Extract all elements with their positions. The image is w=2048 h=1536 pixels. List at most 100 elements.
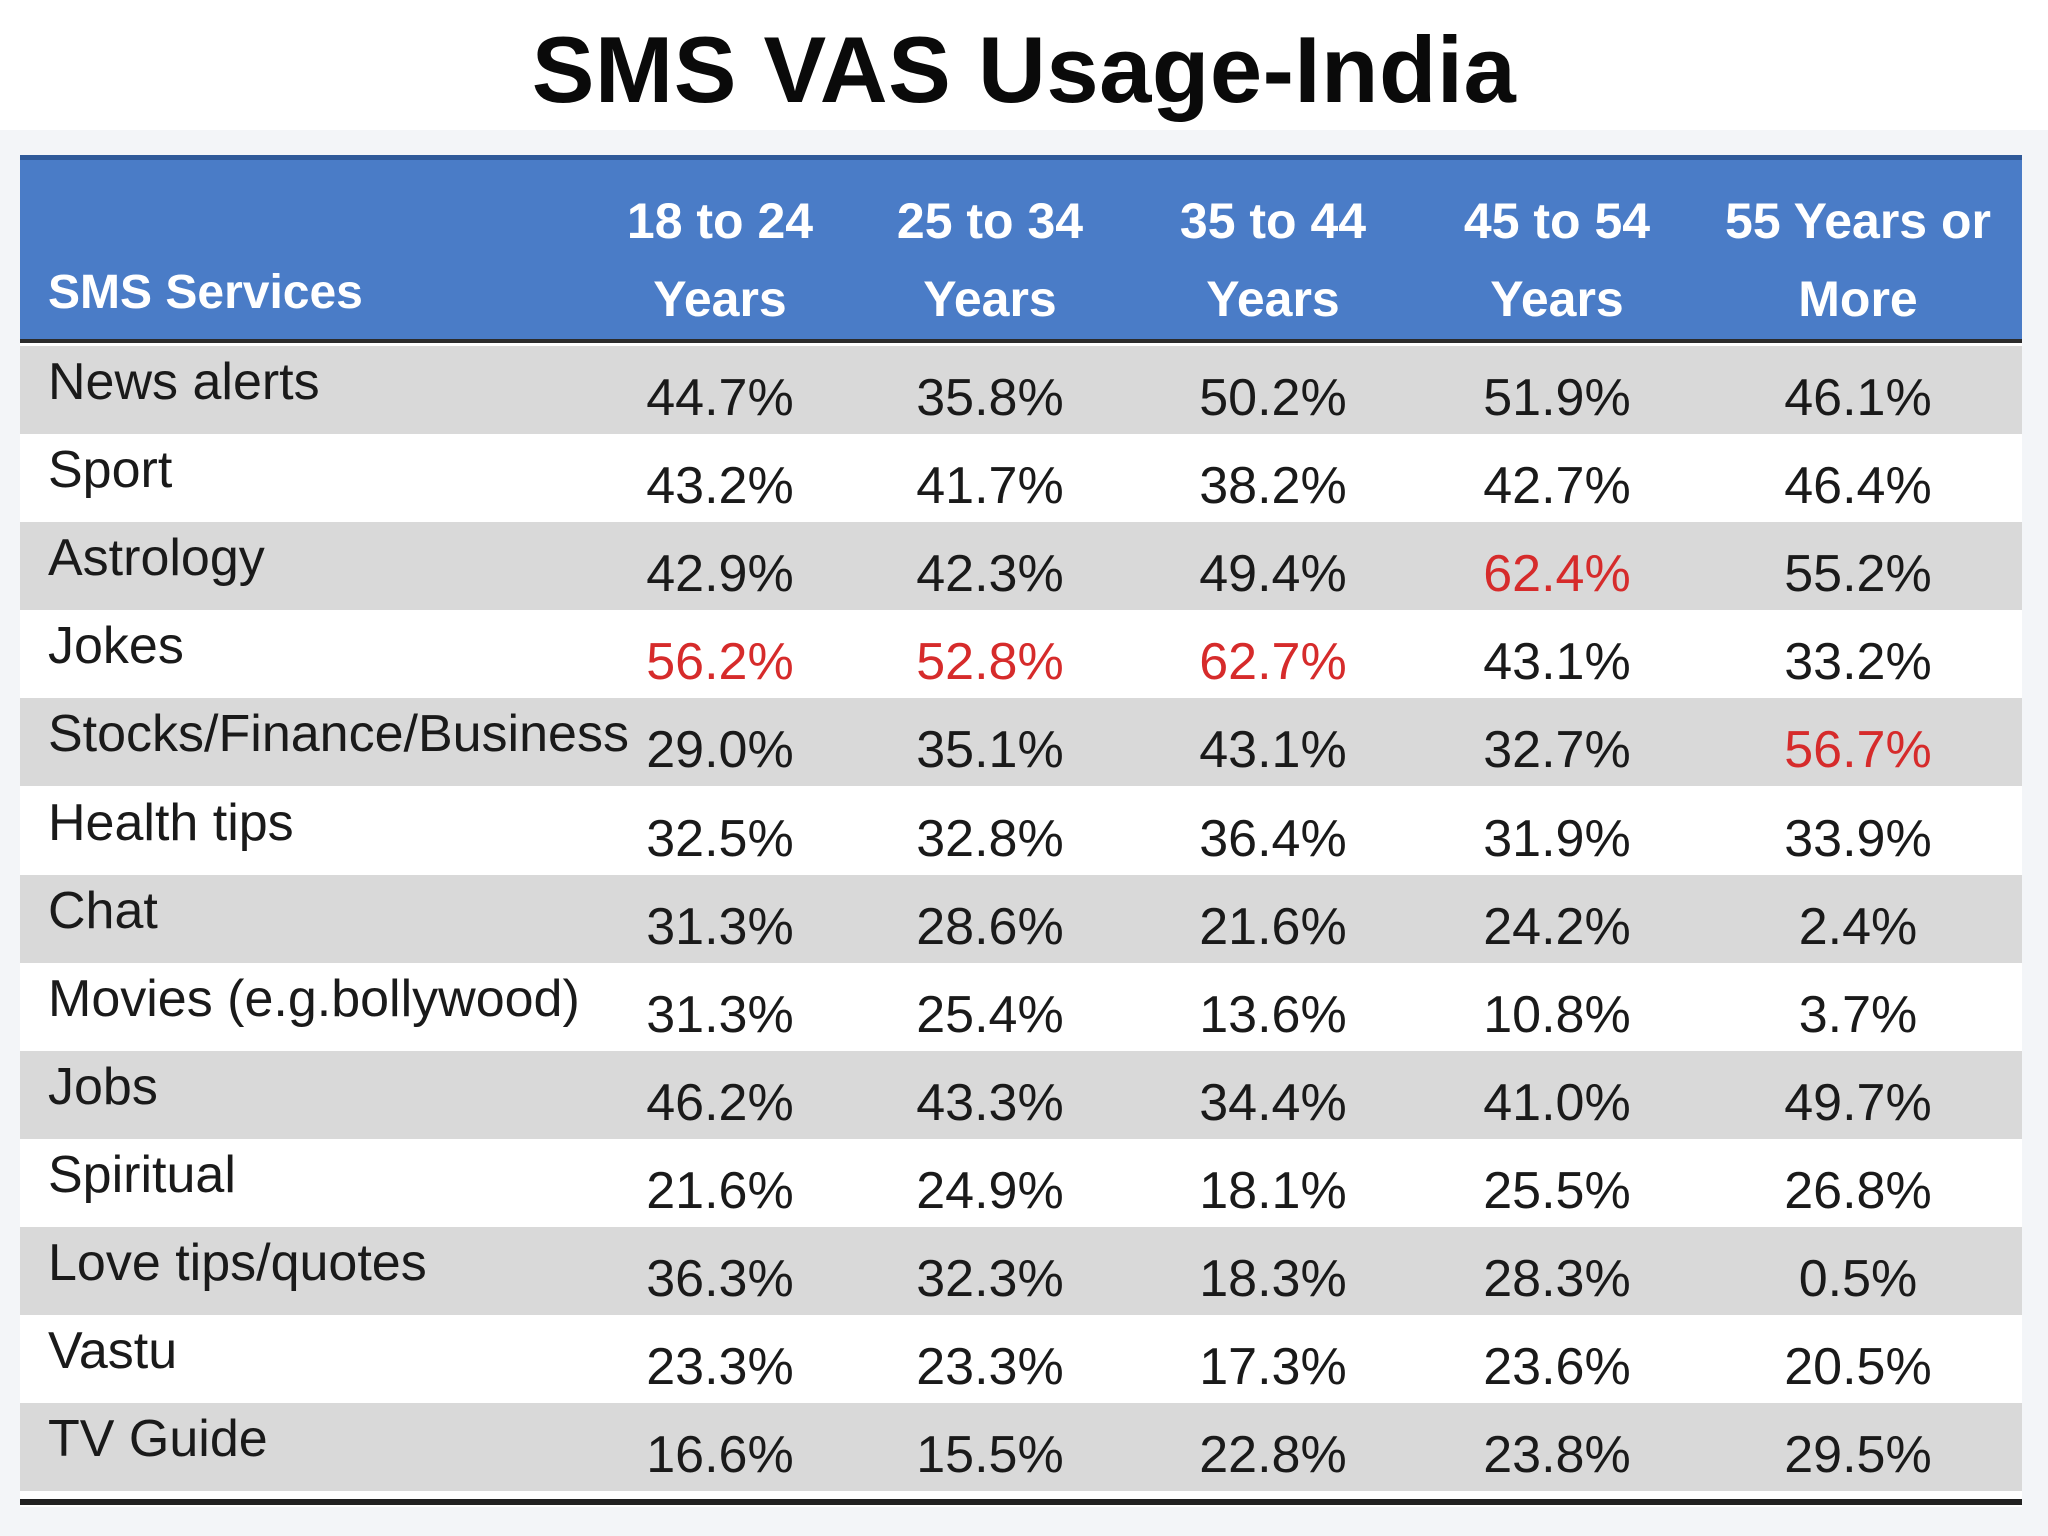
value-cell: 35.1% — [916, 721, 1064, 780]
table-row: TV Guide 16.6% 15.5% 22.8% 23.8% 29.5% — [20, 1403, 2022, 1492]
value-cell: 20.5% — [1784, 1338, 1932, 1397]
value-cell: 46.4% — [1784, 457, 1932, 516]
value-cell: 2.4% — [1798, 897, 1918, 956]
table-row: Chat 31.3% 28.6% 21.6% 24.2% 2.4% — [20, 874, 2022, 963]
value-cell: 41.0% — [1483, 1073, 1631, 1132]
value-cell: 23.8% — [1483, 1426, 1631, 1485]
value-cell: 29.5% — [1784, 1426, 1932, 1485]
value-cell: 18.3% — [1199, 1250, 1347, 1308]
row-label: Astrology — [48, 529, 265, 588]
value-cell: 25.4% — [916, 985, 1064, 1044]
value-cell: 33.2% — [1784, 633, 1932, 692]
table-row: Sport 43.2% 41.7% 38.2% 42.7% 46.4% — [20, 434, 2022, 523]
value-cell: 31.3% — [646, 985, 794, 1044]
header-cell-45-54: 45 to 54 Years — [1463, 193, 1651, 327]
row-label: Sport — [48, 441, 173, 500]
value-cell: 55.2% — [1784, 545, 1932, 604]
header-cell-services: SMS Services — [48, 266, 363, 319]
value-cell: 25.5% — [1483, 1161, 1631, 1220]
value-cell: 36.4% — [1199, 809, 1347, 868]
value-cell: 28.3% — [1483, 1250, 1631, 1308]
row-label: Health tips — [48, 793, 294, 852]
usage-table: SMS Services 18 to 24 Years 25 to 34 Yea… — [20, 155, 2022, 1507]
row-label: Love tips/quotes — [48, 1234, 427, 1292]
header-cell-35-44: 35 to 44 Years — [1179, 193, 1367, 327]
value-cell: 21.6% — [1199, 897, 1347, 956]
value-cell: 43.2% — [646, 457, 794, 516]
value-cell: 49.7% — [1784, 1073, 1932, 1132]
value-cell: 52.8% — [916, 633, 1064, 692]
table-row: Vastu 23.3% 23.3% 17.3% 23.6% 20.5% — [20, 1315, 2022, 1404]
value-cell: 42.9% — [646, 545, 794, 604]
value-cell: 56.2% — [646, 633, 794, 692]
value-cell: 62.4% — [1483, 545, 1631, 604]
value-cell: 32.3% — [916, 1250, 1064, 1308]
value-cell: 26.8% — [1784, 1161, 1932, 1220]
value-cell: 22.8% — [1199, 1426, 1347, 1485]
row-label: Jobs — [48, 1057, 158, 1116]
table-header: SMS Services 18 to 24 Years 25 to 34 Yea… — [20, 155, 2022, 343]
value-cell: 10.8% — [1483, 985, 1631, 1044]
table-row: Jokes 56.2% 52.8% 62.7% 43.1% 33.2% — [20, 610, 2022, 699]
value-cell: 38.2% — [1199, 457, 1347, 516]
value-cell: 34.4% — [1199, 1073, 1347, 1132]
value-cell: 18.1% — [1199, 1161, 1347, 1220]
row-label: Stocks/Finance/Business — [48, 705, 629, 764]
value-cell: 50.2% — [1199, 369, 1347, 427]
value-cell: 23.6% — [1483, 1338, 1631, 1397]
value-cell: 0.5% — [1798, 1250, 1918, 1308]
row-label: TV Guide — [48, 1410, 268, 1469]
header-cell-25-34: 25 to 34 Years — [896, 193, 1084, 327]
row-label: Vastu — [48, 1322, 178, 1381]
value-cell: 31.9% — [1483, 809, 1631, 868]
value-cell: 16.6% — [646, 1426, 794, 1485]
table-row: Love tips/quotes 36.3% 32.3% 18.3% 28.3% 0.5% — [20, 1227, 2022, 1315]
row-label: Spiritual — [48, 1145, 236, 1204]
value-cell: 32.5% — [646, 809, 794, 868]
value-cell: 23.3% — [646, 1338, 794, 1397]
header-cell-55-plus: 55 Years or More — [1725, 193, 1991, 327]
value-cell: 3.7% — [1798, 985, 1918, 1044]
value-cell: 43.1% — [1483, 633, 1631, 692]
row-label: Jokes — [48, 617, 184, 676]
value-cell: 49.4% — [1199, 545, 1347, 604]
value-cell: 46.2% — [646, 1073, 794, 1132]
value-cell: 36.3% — [646, 1250, 794, 1308]
value-cell: 33.9% — [1784, 809, 1932, 868]
row-label: Movies (e.g.bollywood) — [48, 969, 580, 1028]
table-row: Movies (e.g.bollywood) 31.3% 25.4% 13.6% 10.… — [20, 962, 2022, 1051]
table-row: Health tips 32.5% 32.8% 36.4% 31.9% 33.9% — [20, 786, 2022, 875]
value-cell: 17.3% — [1199, 1338, 1347, 1397]
value-cell: 42.3% — [916, 545, 1064, 604]
value-cell: 51.9% — [1483, 369, 1631, 427]
slide-title: SMS VAS Usage-India — [531, 17, 1517, 122]
value-cell: 24.2% — [1483, 897, 1631, 956]
value-cell: 44.7% — [646, 369, 794, 427]
value-cell: 21.6% — [646, 1161, 794, 1220]
value-cell: 15.5% — [916, 1426, 1064, 1485]
table-bottom-rule — [20, 1499, 2022, 1505]
value-cell: 32.8% — [916, 809, 1064, 868]
value-cell: 13.6% — [1199, 985, 1347, 1044]
row-label: Chat — [48, 881, 158, 940]
table-row: Jobs 46.2% 43.3% 34.4% 41.0% 49.7% — [20, 1050, 2022, 1139]
header-cell-18-24: 18 to 24 Years — [626, 193, 814, 327]
value-cell: 43.3% — [916, 1073, 1064, 1132]
value-cell: 56.7% — [1784, 721, 1932, 780]
table-row: Spiritual 21.6% 24.9% 18.1% 25.5% 26.8% — [20, 1138, 2022, 1227]
value-cell: 62.7% — [1199, 633, 1347, 692]
value-cell: 29.0% — [646, 721, 794, 780]
value-cell: 46.1% — [1784, 369, 1932, 427]
value-cell: 35.8% — [916, 369, 1064, 427]
value-cell: 42.7% — [1483, 457, 1631, 516]
value-cell: 28.6% — [916, 897, 1064, 956]
row-label: News alerts — [48, 353, 320, 411]
value-cell: 41.7% — [916, 457, 1064, 516]
value-cell: 23.3% — [916, 1338, 1064, 1397]
table-row: Astrology 42.9% 42.3% 49.4% 62.4% 55.2% — [20, 522, 2022, 611]
table-row: News alerts 44.7% 35.8% 50.2% 51.9% 46.1% — [20, 346, 2022, 434]
value-cell: 31.3% — [646, 897, 794, 956]
table-row: Stocks/Finance/Business 29.0% 35.1% 43.1% 32… — [20, 698, 2022, 787]
value-cell: 43.1% — [1199, 721, 1347, 780]
value-cell: 32.7% — [1483, 721, 1631, 780]
